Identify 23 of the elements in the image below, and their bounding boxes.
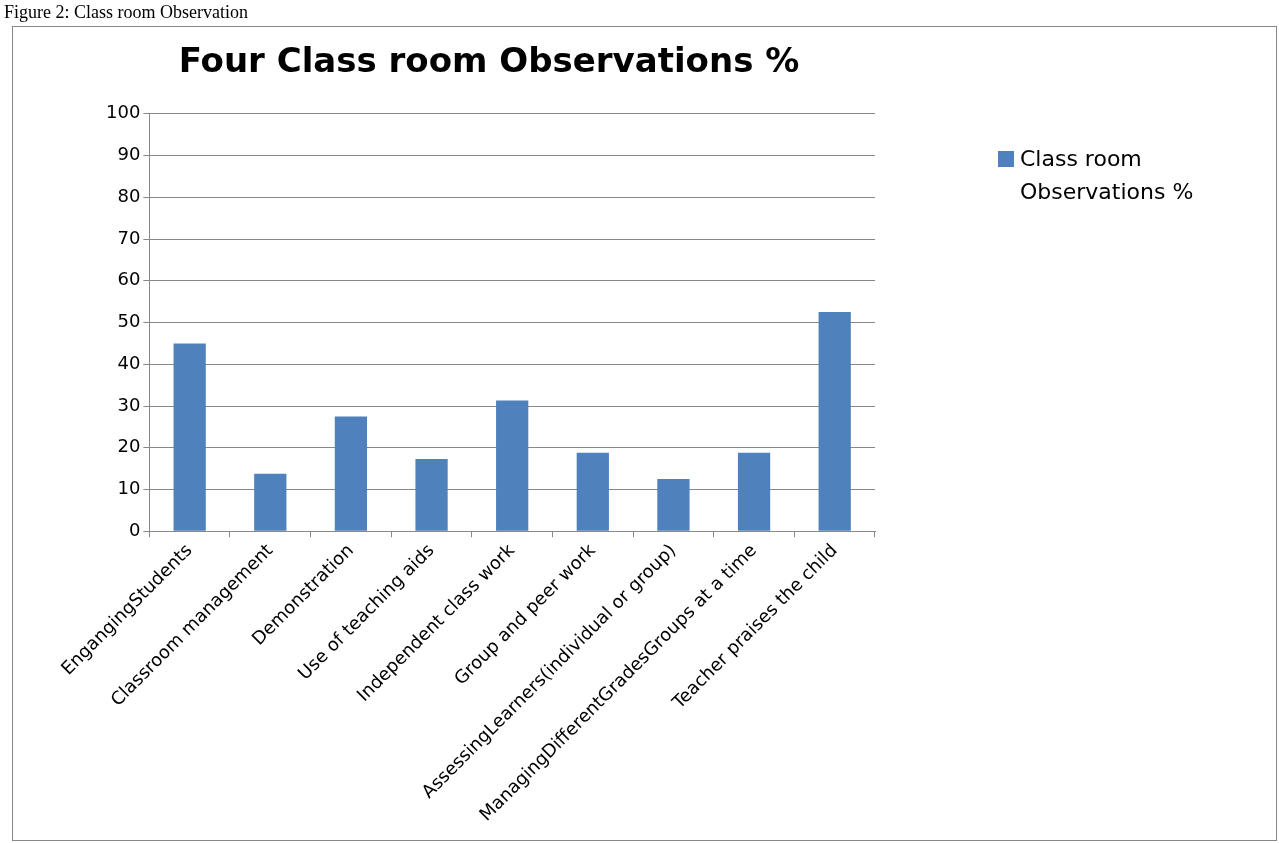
y-tick-label: 0 [128, 518, 141, 540]
y-tick-label: 20 [117, 435, 141, 457]
chart-title: Four Class room Observations % [178, 40, 800, 81]
y-tick-label: 10 [117, 477, 141, 499]
bar [415, 459, 448, 531]
bar [818, 312, 851, 531]
bar [576, 452, 609, 531]
bar [334, 416, 368, 531]
y-tick-label: 40 [117, 351, 141, 373]
caption: Figure 2: Class room Observation [3, 1, 249, 24]
y-tick-label: 70 [117, 226, 141, 248]
y-tick-label: 60 [117, 268, 141, 290]
legend-label: Class room Observations % [1020, 145, 1195, 206]
y-tick-label: 100 [106, 101, 141, 123]
bar [173, 343, 206, 531]
y-tick-label: 50 [117, 310, 141, 332]
y-tick-label: 30 [117, 393, 141, 415]
bar [254, 473, 287, 531]
bar [737, 452, 771, 531]
y-tick-label: 90 [117, 143, 141, 165]
bar [496, 400, 529, 531]
bar [657, 479, 690, 531]
y-tick-label: 80 [117, 184, 141, 206]
